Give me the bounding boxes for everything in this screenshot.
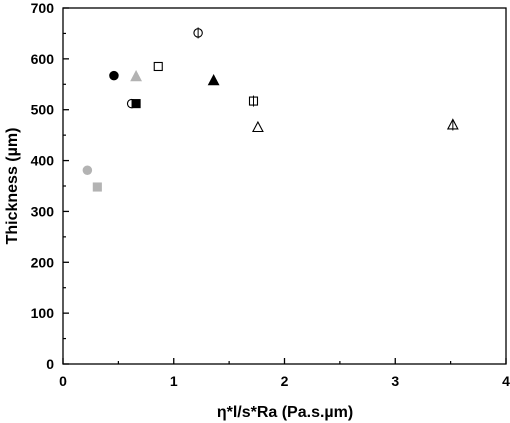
y-tick-label: 200 xyxy=(31,254,55,270)
data-point xyxy=(207,74,220,86)
data-point xyxy=(193,27,203,39)
marker-triangle xyxy=(207,74,220,86)
data-point xyxy=(92,182,102,192)
y-tick-label: 0 xyxy=(46,356,54,372)
data-point xyxy=(446,118,459,131)
y-tick-label: 300 xyxy=(31,203,55,219)
data-point xyxy=(153,61,163,72)
axes: 0 1 2 3 4 0 100 200 300 400 500 600 700 xyxy=(31,0,510,389)
x-axis-title: η*l/s*Ra (Pa.s.µm) xyxy=(217,404,353,421)
marker-triangle xyxy=(130,69,143,82)
marker-triangle xyxy=(252,120,264,133)
data-points xyxy=(82,27,459,192)
data-point xyxy=(82,165,93,175)
data-point xyxy=(248,95,259,107)
y-tick-label: 500 xyxy=(31,102,55,118)
data-point xyxy=(109,70,119,81)
y-tick-label: 400 xyxy=(31,153,55,169)
marker-square xyxy=(153,61,163,72)
y-tick-label: 700 xyxy=(31,0,55,16)
marker-square xyxy=(92,182,102,192)
x-tick-label: 1 xyxy=(170,373,178,389)
y-tick-label: 100 xyxy=(31,305,55,321)
marker-square xyxy=(131,99,141,109)
marker-circle xyxy=(82,165,93,175)
x-tick-label: 2 xyxy=(281,373,289,389)
x-tick-label: 3 xyxy=(391,373,399,389)
x-tick-label: 4 xyxy=(502,373,510,389)
data-point xyxy=(131,99,141,109)
data-point xyxy=(130,69,143,82)
data-point xyxy=(252,120,264,133)
y-axis-title: Thickness (µm) xyxy=(4,128,21,245)
plot-frame xyxy=(62,7,507,365)
y-tick-label: 600 xyxy=(31,51,55,67)
marker-circle xyxy=(109,70,119,81)
x-tick-label: 0 xyxy=(59,373,67,389)
